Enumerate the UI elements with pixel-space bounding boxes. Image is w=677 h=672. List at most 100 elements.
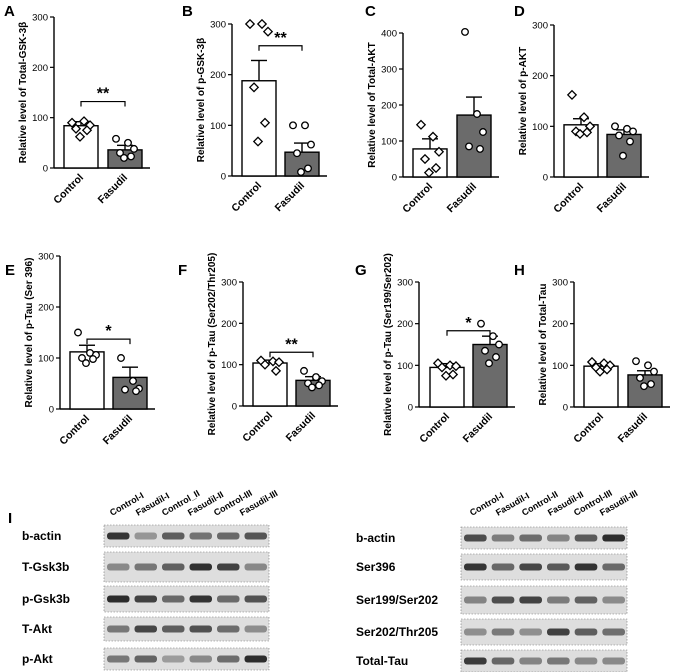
blot-band xyxy=(574,534,598,542)
data-point xyxy=(112,134,120,143)
x-tick-label: Fasudil xyxy=(461,411,496,446)
x-tick-label: Control xyxy=(240,410,275,445)
y-tick-label: 0 xyxy=(232,402,237,413)
blot-band xyxy=(134,595,157,603)
data-point xyxy=(481,346,489,355)
blot-band xyxy=(244,532,267,540)
y-axis-label: Relative level of p-Tau (Ser202/Thr205) xyxy=(207,253,218,436)
blot-band xyxy=(547,657,570,665)
blot-band xyxy=(189,595,212,603)
blot-band xyxy=(189,563,212,571)
data-point xyxy=(78,116,90,127)
data-point xyxy=(430,162,442,174)
x-tick-label: Fasudil xyxy=(101,413,136,448)
blot-band xyxy=(519,628,542,636)
data-point xyxy=(256,18,268,30)
y-axis-label: Relative level of p-AKT xyxy=(518,47,529,155)
blot-band xyxy=(547,596,570,604)
blot-band xyxy=(464,628,487,636)
data-point xyxy=(586,356,598,368)
data-point xyxy=(615,131,623,140)
y-axis-label: Relative level of Total-GSK-3β xyxy=(18,22,29,164)
y-tick-label: 0 xyxy=(49,405,54,416)
y-tick-label: 0 xyxy=(408,403,413,414)
blot-band xyxy=(519,657,542,665)
data-point xyxy=(267,356,279,367)
data-point xyxy=(259,359,271,370)
blot-membrane xyxy=(460,618,628,646)
blot-band xyxy=(134,532,157,540)
panel-letter: H xyxy=(514,262,525,279)
blot-band xyxy=(519,563,542,571)
y-tick-label: 100 xyxy=(210,121,226,132)
y-tick-label: 100 xyxy=(38,354,54,365)
blot-row-label: Ser202/Thr205 xyxy=(356,625,438,639)
data-point xyxy=(259,117,271,128)
data-point xyxy=(485,359,493,368)
blot-band xyxy=(217,563,240,571)
y-axis-label: Relative level of p-GSK-3β xyxy=(196,38,207,162)
data-point xyxy=(574,128,586,140)
blot-band xyxy=(162,563,185,571)
blot-band xyxy=(107,563,130,571)
blot-band xyxy=(464,596,487,604)
y-tick-label: 300 xyxy=(552,278,568,289)
data-point xyxy=(640,382,648,391)
y-tick-label: 300 xyxy=(532,21,548,32)
data-point xyxy=(308,383,316,392)
data-point xyxy=(450,361,462,372)
x-tick-label: Control xyxy=(400,181,435,216)
panel-letter: B xyxy=(182,3,193,20)
y-tick-label: 100 xyxy=(32,113,48,124)
bar xyxy=(241,80,277,177)
blot-row-label: T-Gsk3b xyxy=(22,560,69,574)
blot-band xyxy=(491,534,515,542)
y-tick-label: 100 xyxy=(221,360,237,371)
y-tick-label: 200 xyxy=(221,319,237,330)
data-point xyxy=(461,27,469,36)
x-tick-label: Fasudil xyxy=(595,181,630,216)
y-tick-label: 0 xyxy=(43,164,48,175)
significance-bracket xyxy=(86,338,131,345)
bar xyxy=(252,362,288,407)
blot-membrane xyxy=(460,553,628,581)
blot-band xyxy=(574,628,598,636)
y-tick-label: 200 xyxy=(38,303,54,314)
data-point xyxy=(650,367,658,376)
blot-band xyxy=(244,655,267,663)
data-point xyxy=(300,366,308,375)
blot-band xyxy=(244,625,267,633)
data-point xyxy=(293,149,301,158)
significance-bracket xyxy=(258,45,303,51)
data-point xyxy=(415,119,427,130)
data-point xyxy=(419,153,431,165)
blot-band xyxy=(519,534,542,542)
blot-row-label: p-Akt xyxy=(22,652,53,666)
blot-band xyxy=(189,532,212,540)
data-point xyxy=(619,151,627,160)
y-tick-label: 0 xyxy=(221,172,226,183)
data-point xyxy=(301,121,309,130)
blot-left: Control-IFasudil-IControl_IIFasudil-IICo… xyxy=(22,488,279,671)
x-tick-label: Fasudil xyxy=(96,172,131,207)
y-tick-label: 300 xyxy=(32,13,48,24)
data-point xyxy=(578,112,590,123)
data-point xyxy=(120,153,128,162)
blot-band xyxy=(464,657,487,665)
data-point xyxy=(495,340,503,349)
blot-band xyxy=(217,625,240,633)
blot-membrane xyxy=(103,585,270,613)
blot-band xyxy=(547,534,570,542)
panel-letter: F xyxy=(178,262,187,279)
blot-band xyxy=(491,628,515,636)
y-axis-label: Relative level of Total-AKT xyxy=(367,42,378,167)
data-point xyxy=(124,138,132,147)
data-point xyxy=(636,373,644,382)
blot-band xyxy=(574,563,598,571)
y-tick-label: 200 xyxy=(532,71,548,82)
